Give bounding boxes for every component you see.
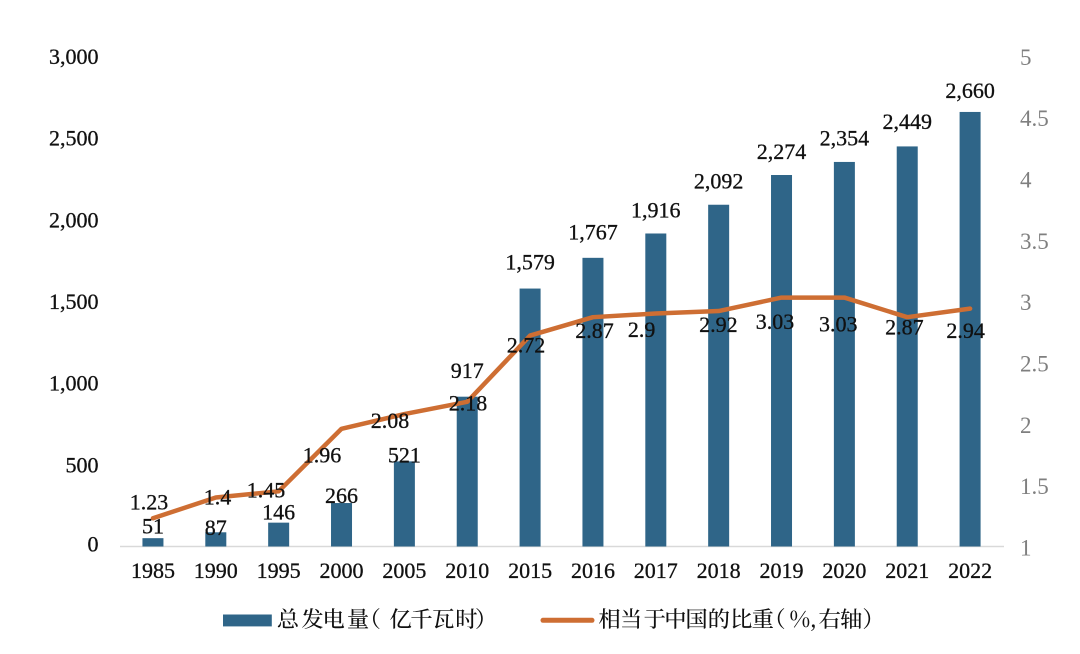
svg-text:2,092: 2,092 (694, 169, 744, 194)
svg-text:2,500: 2,500 (49, 126, 99, 151)
svg-text:51: 51 (142, 514, 164, 539)
svg-text:1,579: 1,579 (505, 250, 555, 275)
svg-text:2.72: 2.72 (507, 332, 546, 357)
svg-text:2,449: 2,449 (882, 109, 932, 134)
svg-text:2.87: 2.87 (575, 318, 614, 343)
svg-text:1.5: 1.5 (1020, 474, 1049, 499)
svg-text:2,660: 2,660 (945, 78, 995, 103)
svg-text:2,000: 2,000 (49, 207, 99, 232)
svg-text:1,767: 1,767 (568, 219, 618, 244)
svg-text:146: 146 (262, 500, 295, 525)
svg-text:2018: 2018 (697, 558, 741, 583)
svg-text:2005: 2005 (382, 558, 426, 583)
svg-text:1: 1 (1020, 535, 1032, 560)
svg-text:1990: 1990 (194, 558, 238, 583)
svg-text:87: 87 (205, 515, 227, 540)
svg-text:1.96: 1.96 (303, 443, 342, 468)
svg-text:5: 5 (1020, 45, 1032, 70)
svg-text:500: 500 (66, 452, 99, 477)
svg-text:2: 2 (1020, 413, 1032, 438)
svg-text:1.45: 1.45 (247, 478, 286, 503)
svg-text:1,500: 1,500 (49, 289, 99, 314)
svg-text:2022: 2022 (948, 558, 992, 583)
svg-text:2016: 2016 (571, 558, 615, 583)
svg-text:2.87: 2.87 (885, 315, 924, 340)
svg-text:2020: 2020 (822, 558, 866, 583)
svg-text:2,354: 2,354 (820, 126, 870, 151)
svg-text:2.94: 2.94 (946, 318, 985, 343)
svg-text:1.4: 1.4 (204, 485, 232, 510)
svg-text:0: 0 (88, 532, 99, 557)
svg-text:917: 917 (451, 358, 484, 383)
svg-text:2.18: 2.18 (449, 390, 488, 415)
svg-text:1995: 1995 (257, 558, 301, 583)
svg-text:2.9: 2.9 (628, 317, 656, 342)
svg-text:2019: 2019 (760, 558, 804, 583)
svg-text:2021: 2021 (885, 558, 929, 583)
svg-text:2.08: 2.08 (371, 408, 410, 433)
svg-text:1,916: 1,916 (631, 198, 681, 223)
svg-text:4.5: 4.5 (1020, 106, 1049, 131)
svg-text:3.03: 3.03 (819, 312, 858, 337)
svg-text:3.5: 3.5 (1020, 229, 1049, 254)
svg-text:521: 521 (388, 443, 421, 468)
svg-text:1.23: 1.23 (130, 490, 169, 515)
svg-text:2017: 2017 (634, 558, 678, 583)
svg-text:2010: 2010 (445, 558, 489, 583)
svg-text:3,000: 3,000 (49, 44, 99, 69)
svg-text:266: 266 (325, 483, 358, 508)
svg-text:3.03: 3.03 (756, 309, 795, 334)
svg-text:2015: 2015 (508, 558, 552, 583)
svg-text:1985: 1985 (131, 558, 175, 583)
svg-text:2.92: 2.92 (699, 312, 738, 337)
svg-text:4: 4 (1020, 168, 1032, 193)
svg-text:1,000: 1,000 (49, 371, 99, 396)
svg-text:2000: 2000 (320, 558, 364, 583)
svg-text:2.5: 2.5 (1020, 352, 1049, 377)
svg-text:3: 3 (1020, 290, 1032, 315)
svg-text:2,274: 2,274 (757, 139, 807, 164)
